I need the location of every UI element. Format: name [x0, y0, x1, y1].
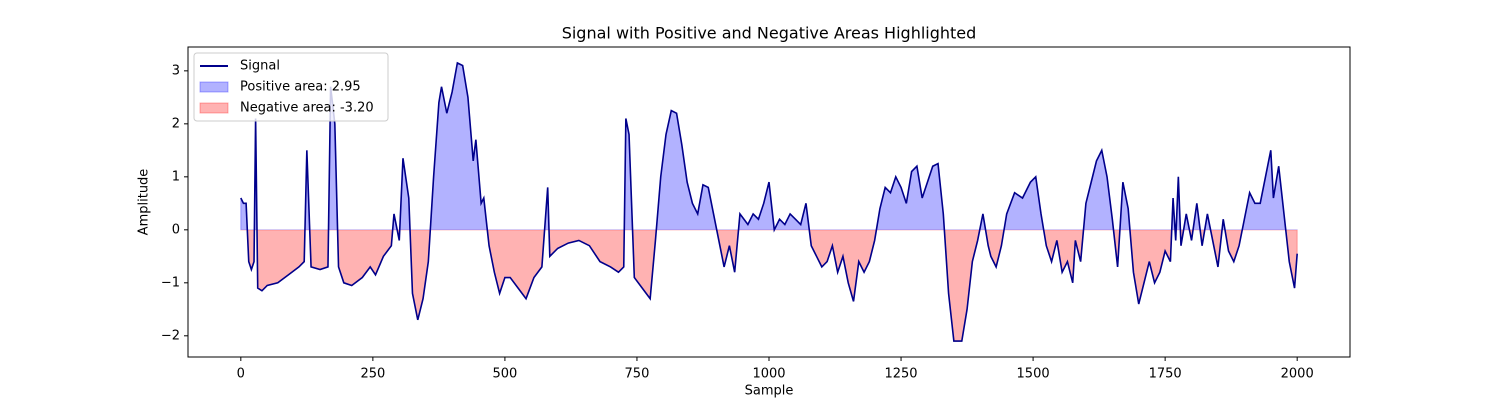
x-tick-label: 1000	[752, 367, 785, 382]
legend-label: Negative area: -3.20	[240, 101, 374, 116]
x-tick-label: 0	[237, 367, 245, 382]
y-tick-label: −2	[161, 328, 180, 343]
signal-line	[240, 61, 1298, 342]
x-axis-label: Sample	[745, 384, 794, 399]
x-tick-label: 1500	[1017, 367, 1050, 382]
legend-label: Signal	[240, 59, 280, 74]
x-tick-label: 750	[625, 367, 650, 382]
y-tick-label: 3	[172, 63, 180, 78]
chart-title: Signal with Positive and Negative Areas …	[562, 24, 977, 43]
plot-frame	[187, 46, 1351, 358]
x-tick-label: 500	[492, 367, 517, 382]
x-tick-label: 2000	[1281, 367, 1314, 382]
y-axis-label: Amplitude	[137, 169, 152, 236]
y-tick-label: 1	[172, 169, 180, 184]
x-tick-label: 1250	[884, 367, 917, 382]
legend-swatch	[199, 102, 229, 114]
legend-label: Positive area: 2.95	[240, 80, 361, 95]
legend-swatch	[199, 81, 229, 93]
y-tick-label: −1	[161, 275, 180, 290]
y-tick-label: 2	[172, 116, 180, 131]
x-tick-label: 1750	[1149, 367, 1182, 382]
x-tick-label: 250	[360, 367, 385, 382]
legend-box	[193, 52, 389, 122]
y-tick-label: 0	[172, 222, 180, 237]
